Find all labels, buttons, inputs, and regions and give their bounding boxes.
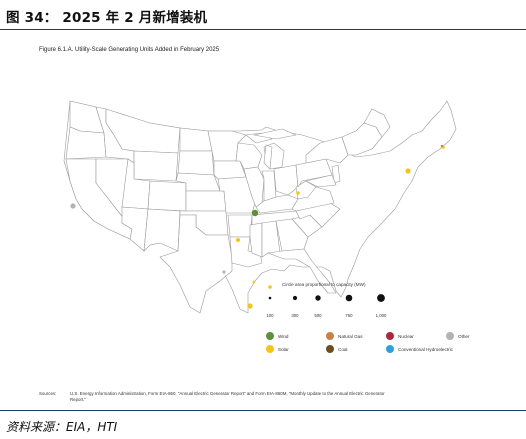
state-maine [363,108,391,138]
state-west-virginia [295,180,317,200]
state-mississippi [249,222,263,258]
legend-label: Solar [278,346,289,352]
state-florida [267,248,337,294]
addition-solar-dot [405,168,411,174]
sources-text: U.S. Energy Information Administration, … [70,391,385,402]
legend-item-solar: Solar [266,345,289,353]
lake-superior [253,128,297,140]
legend-label: Natural Gas [338,333,363,339]
state-colorado [147,180,187,212]
figure-header: 图 34： 2025 年 2 月新增装机 [0,0,526,31]
size-legend-circle [377,294,385,302]
addition-solar-dot [296,191,300,195]
legend-label: Nuclear [398,333,414,339]
addition-wind-dot [251,209,259,217]
state-wyoming [133,150,179,182]
addition-solar-dot [268,285,272,289]
addition-other-dot [222,270,226,274]
size-legend-label: 500 [314,313,322,318]
legend-item-conventional-hydroelectric: Conventional Hydroelectric [386,345,453,353]
size-legend-label: 300 [291,313,299,318]
state-new-england [341,122,383,156]
size-legend-circle [345,294,353,302]
map-figure: Figure 6.1.A. Utility-Scale Generating U… [0,31,526,406]
legend-swatch [446,332,454,340]
state-maryland-delaware [305,174,337,188]
size-legend-label: 1,000 [375,313,387,318]
size-legend-label: 100 [266,313,274,318]
footer-divider [0,410,526,412]
us-outline-and-states [63,100,457,314]
header-divider [0,29,526,31]
addition-other-dot [70,203,76,209]
legend-swatch [326,332,334,340]
size-legend-title: Circle area proportional to capacity (MW… [282,282,366,287]
size-legend-circle [268,296,272,300]
state-new-york [305,136,349,164]
figure-number-title: 图 34： 2025 年 2 月新增装机 [6,10,208,26]
addition-natural-gas-dot [440,144,444,148]
legend-label: Wind [278,333,289,339]
us-map [63,100,457,314]
addition-solar-dot [252,280,256,284]
state-indiana [261,170,277,202]
legend-item-coal: Coal [326,345,347,353]
state-kentucky [255,194,299,214]
map-title: Figure 6.1.A. Utility-Scale Generating U… [39,47,220,53]
legend-swatch [326,345,334,353]
legend-item-nuclear: Nuclear [386,332,414,340]
state-north-carolina [295,202,341,228]
legend-swatch [386,332,394,340]
state-south-dakota [177,150,215,176]
legend-label: Coal [338,346,348,352]
size-legend-circle [315,295,321,301]
state-texas [159,214,233,314]
legend-swatch [266,345,274,353]
size-legend-label: 750 [345,313,353,318]
state-north-dakota [179,127,213,152]
legend-item-natural-gas: Natural Gas [326,332,363,340]
state-arkansas [227,214,253,238]
capacity-additions [70,144,445,309]
legend-item-other: Other [446,332,470,340]
legend-label: Other [458,333,470,339]
size-legend-circle [292,295,298,301]
legend-swatch [386,345,394,353]
state-georgia [275,218,309,252]
sources-label: Sources: [39,391,57,396]
lake-michigan [263,144,273,170]
data-source-note: 资料来源：EIA，HTI [6,420,118,434]
state-new-mexico [143,208,181,252]
size-legend-circles [268,294,385,302]
legend-item-wind: Wind [266,332,288,340]
state-louisiana [229,236,263,268]
state-ohio [273,164,299,196]
legend-label: Conventional Hydroelectric [398,346,453,352]
addition-solar-dot [236,238,240,242]
legend-swatch [266,332,274,340]
addition-solar-dot [247,303,253,309]
state-kansas [185,190,227,212]
